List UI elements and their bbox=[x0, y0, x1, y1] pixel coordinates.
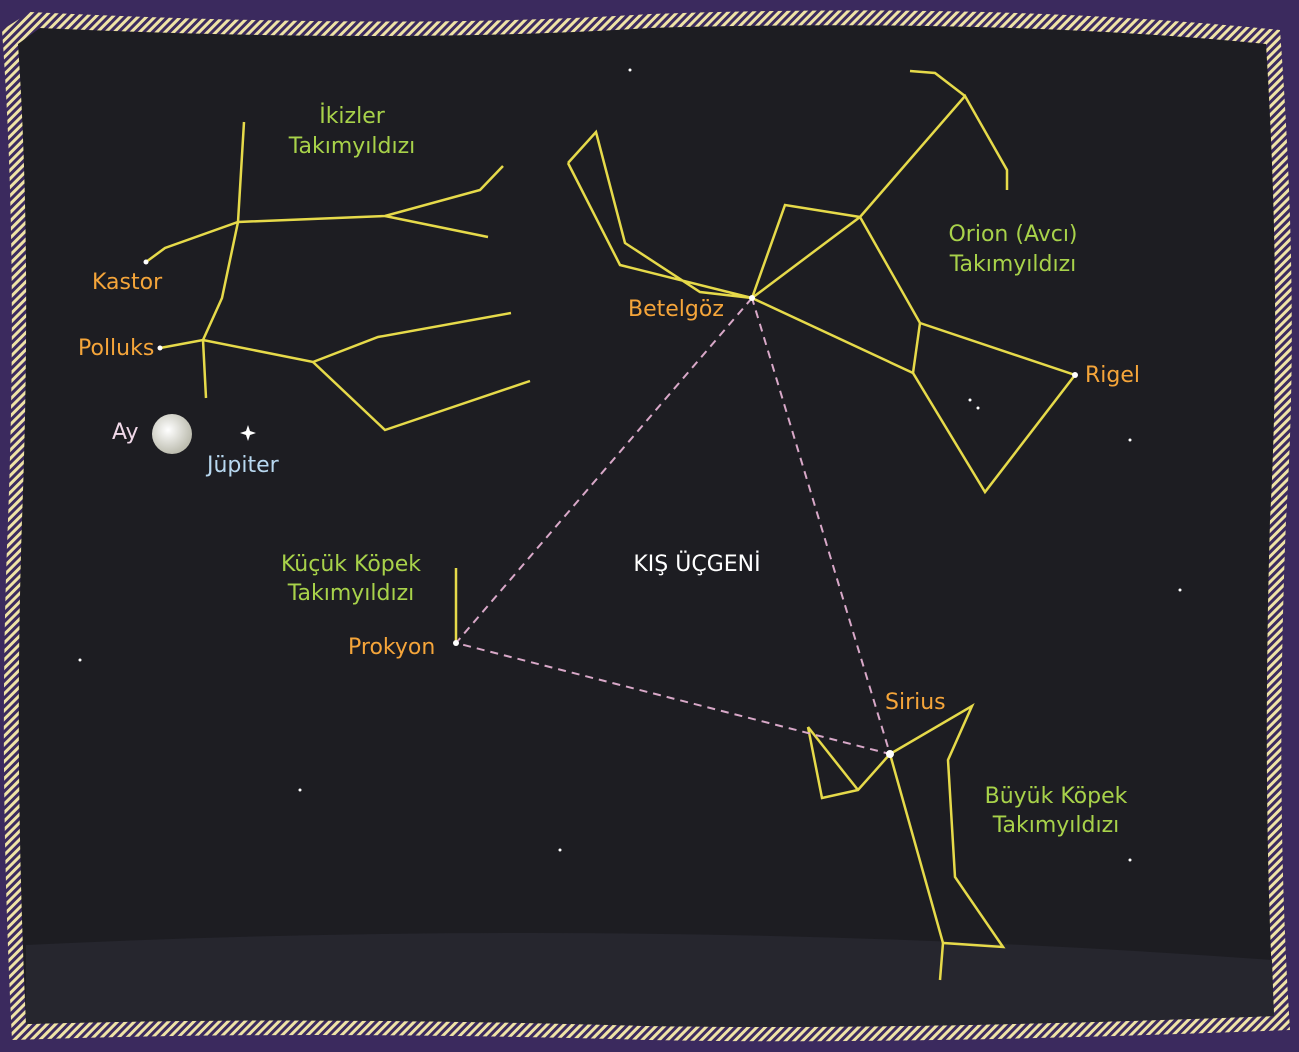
star-label: Rigel bbox=[1085, 363, 1140, 388]
constellation-label: İkizler bbox=[319, 103, 386, 129]
star-label: Kastor bbox=[92, 270, 163, 295]
star-label: Betelgöz bbox=[628, 297, 724, 322]
constellation-label: Takımyıldızı bbox=[288, 134, 416, 159]
triangle-label: KIŞ ÜÇGENİ bbox=[633, 551, 760, 577]
page: İkizler Takımyıldızı Orion (Avcı) Takımy… bbox=[0, 0, 1299, 1052]
constellation-label: Küçük Köpek bbox=[281, 552, 421, 577]
constellation-label: Büyük Köpek bbox=[985, 784, 1128, 809]
star-label: Sirius bbox=[885, 690, 946, 715]
moon-label: Ay bbox=[112, 420, 139, 445]
star-label: Prokyon bbox=[348, 635, 435, 660]
constellation-label: Orion (Avcı) bbox=[948, 222, 1077, 247]
constellation-label: Takımyıldızı bbox=[992, 813, 1120, 838]
moon bbox=[152, 414, 192, 454]
constellation-label: Takımyıldızı bbox=[949, 252, 1077, 277]
jupiter-label: Jüpiter bbox=[205, 453, 280, 478]
star-label: Polluks bbox=[78, 336, 154, 361]
constellation-label: Takımyıldızı bbox=[287, 581, 415, 606]
sky-map: İkizler Takımyıldızı Orion (Avcı) Takımy… bbox=[0, 0, 1299, 1052]
sky-background bbox=[18, 25, 1275, 1027]
